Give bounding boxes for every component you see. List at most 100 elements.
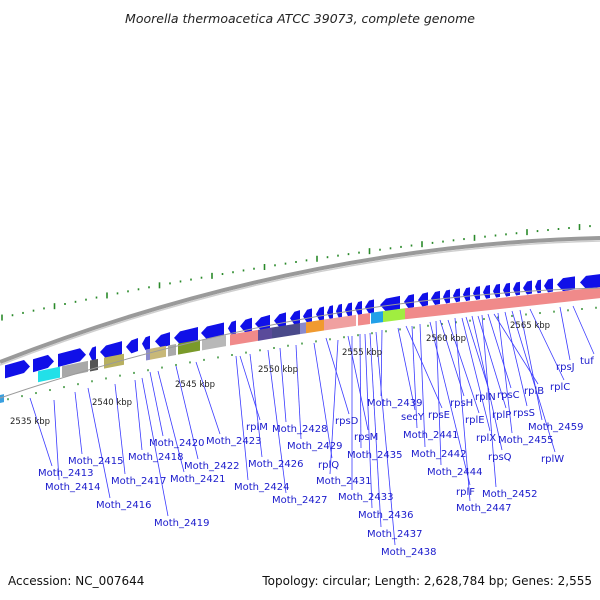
cds-arrow bbox=[380, 295, 400, 312]
cds-arrow bbox=[58, 348, 86, 368]
leader-line bbox=[454, 317, 471, 502]
feature-block bbox=[358, 312, 370, 326]
leader-line bbox=[149, 371, 164, 437]
gene-label: Moth_2417 bbox=[111, 476, 166, 487]
leader-line bbox=[134, 379, 143, 451]
leader-line bbox=[504, 311, 528, 407]
gene-label: Moth_2452 bbox=[482, 489, 537, 500]
gene-label: Moth_2429 bbox=[287, 441, 342, 452]
feature-block bbox=[146, 348, 150, 361]
leader-line bbox=[235, 355, 249, 481]
leader-line bbox=[114, 383, 126, 475]
inner-tick-ring bbox=[7, 306, 597, 401]
position-label: 2555 kbp bbox=[342, 348, 382, 358]
gene-labels: Moth_2413Moth_2414Moth_2415Moth_2416Moth… bbox=[38, 356, 594, 558]
map-title: Moorella thermoacetica ATCC 39073, compl… bbox=[125, 11, 475, 26]
leader-line bbox=[497, 312, 513, 434]
gene-label: Moth_2415 bbox=[68, 456, 123, 467]
gene-label: Moth_2437 bbox=[367, 529, 422, 540]
feature-block bbox=[258, 327, 272, 341]
gene-label: rpsQ bbox=[488, 452, 512, 463]
cds-arrow bbox=[5, 359, 30, 379]
cds-arrow bbox=[483, 284, 490, 299]
cds-arrow bbox=[290, 310, 300, 325]
backbone-outer-ring bbox=[0, 236, 600, 364]
leader-line bbox=[511, 310, 556, 453]
leader-line bbox=[481, 314, 497, 488]
cds-arrow bbox=[503, 282, 510, 297]
cds-arrow bbox=[345, 302, 352, 317]
gene-label: rpsC bbox=[497, 390, 520, 401]
feature-block bbox=[90, 358, 98, 372]
leader-line bbox=[249, 353, 263, 458]
cds-arrow bbox=[155, 332, 170, 348]
gene-label: Moth_2441 bbox=[403, 430, 458, 441]
cds-arrow bbox=[142, 335, 150, 351]
cds-arrow bbox=[453, 288, 460, 303]
gene-label: rpsE bbox=[428, 410, 450, 421]
feature-block bbox=[178, 339, 200, 355]
gene-label: rplX bbox=[476, 433, 496, 444]
cds-arrow bbox=[89, 346, 96, 361]
gene-label: rplN bbox=[475, 392, 496, 403]
gene-label: Moth_2447 bbox=[456, 503, 511, 514]
feature-block bbox=[38, 366, 60, 383]
gene-label: rplE bbox=[465, 415, 485, 426]
feature-block-edge bbox=[0, 394, 4, 403]
cds-arrow bbox=[418, 292, 428, 307]
leader-line bbox=[267, 349, 287, 494]
cds-arrow bbox=[100, 341, 122, 359]
leader-line bbox=[461, 317, 491, 432]
gene-label: Moth_2423 bbox=[206, 436, 261, 447]
feature-block bbox=[150, 345, 166, 360]
gene-label: rplW bbox=[541, 454, 564, 465]
leader-line bbox=[325, 337, 350, 415]
leader-line bbox=[519, 309, 543, 421]
gene-label: Moth_2439 bbox=[367, 398, 422, 409]
cds-arrow bbox=[228, 320, 236, 335]
feature-block bbox=[62, 360, 88, 378]
gene-label: rpsS bbox=[513, 408, 535, 419]
cds-arrow bbox=[580, 274, 600, 289]
gene-label: rpsM bbox=[354, 432, 378, 443]
feature-block bbox=[300, 322, 306, 335]
leader-line bbox=[295, 344, 302, 440]
cds-arrow bbox=[404, 294, 414, 309]
gene-label: Moth_2435 bbox=[347, 450, 402, 461]
gene-label: Moth_2426 bbox=[248, 459, 303, 470]
gene-label: Moth_2413 bbox=[38, 468, 93, 479]
leader-line bbox=[465, 316, 490, 391]
leader-line bbox=[329, 339, 339, 475]
position-label: 2550 kbp bbox=[258, 365, 298, 375]
position-label: 2545 kbp bbox=[175, 380, 215, 390]
leader-line bbox=[359, 333, 362, 449]
leader-line bbox=[447, 319, 480, 414]
leader-line bbox=[397, 327, 416, 411]
leader-line bbox=[313, 342, 333, 459]
gene-label: Moth_2424 bbox=[234, 482, 289, 493]
gene-label: secY bbox=[401, 412, 425, 423]
gene-label: Moth_2420 bbox=[149, 438, 204, 449]
leader-line bbox=[477, 315, 507, 409]
cds-arrow bbox=[535, 279, 541, 294]
gene-label: Moth_2418 bbox=[128, 452, 183, 463]
feature-block bbox=[168, 343, 176, 357]
leader-line bbox=[411, 325, 418, 429]
cds-arrow bbox=[327, 305, 333, 320]
outer-tick-ring bbox=[1, 224, 591, 321]
gene-label: rpsH bbox=[450, 398, 473, 409]
leader-line bbox=[572, 305, 595, 355]
cds-arrow bbox=[493, 283, 500, 298]
leader-line bbox=[175, 365, 199, 460]
backbone-inner-ring bbox=[0, 287, 600, 399]
leader-line bbox=[347, 335, 369, 431]
cds-arrow bbox=[513, 281, 520, 296]
cds-arrow bbox=[336, 303, 342, 318]
leader-line bbox=[29, 397, 53, 467]
gene-label: Moth_2459 bbox=[528, 422, 583, 433]
feature-block bbox=[306, 319, 324, 334]
cds-arrow bbox=[174, 327, 198, 345]
leader-line bbox=[87, 387, 111, 499]
accession-text: Accession: NC_007644 bbox=[8, 574, 144, 588]
gene-label: rplC bbox=[550, 382, 570, 393]
